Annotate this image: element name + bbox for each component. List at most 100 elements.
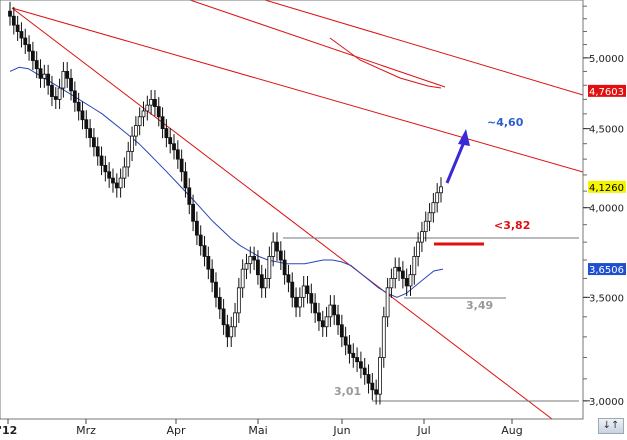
candle-body: [198, 234, 203, 247]
candle-body: [351, 352, 356, 358]
candle-body: [416, 241, 421, 257]
target-arrow-head: [458, 129, 470, 146]
candle-body: [286, 274, 291, 283]
axis-frame: [0, 0, 584, 420]
candle-body: [84, 119, 89, 130]
x-tick-label: Aug: [501, 424, 522, 436]
candle-body: [160, 116, 165, 130]
candle-body: [126, 150, 131, 168]
candle-body: [11, 15, 16, 26]
candle-body: [328, 304, 333, 318]
candle-body: [72, 90, 77, 103]
candle-body: [118, 177, 123, 189]
candle-body: [8, 10, 12, 17]
candle-body: [133, 125, 138, 137]
candle-body: [61, 71, 66, 89]
candle-body: [214, 281, 218, 298]
target-label: ~4,60: [487, 116, 524, 129]
candle-body: [76, 101, 81, 112]
candle-body: [30, 50, 35, 61]
candle-body: [408, 274, 413, 287]
trendline: [264, 0, 583, 96]
candle-body: [15, 24, 20, 32]
chart-scroll-button[interactable]: ↓↑: [598, 418, 624, 434]
candle-body: [80, 110, 85, 121]
price-tag: [588, 263, 626, 276]
candle-body: [404, 278, 409, 287]
candle-body: [393, 266, 398, 279]
candle-body: [92, 137, 96, 148]
candle-body: [229, 326, 234, 338]
candle-body: [27, 44, 31, 52]
candle-body: [256, 259, 260, 276]
candle-body: [389, 278, 394, 289]
candle-body: [175, 149, 180, 160]
candle-body: [332, 304, 337, 316]
candle-body: [244, 263, 249, 270]
candle-body: [194, 220, 199, 236]
y-tick-label: 5,0000: [589, 54, 624, 65]
candle-body: [95, 146, 100, 157]
candle-body: [65, 71, 70, 79]
candle-body: [130, 135, 134, 152]
candle-body: [107, 171, 112, 179]
candle-body: [202, 245, 207, 257]
candle-body: [294, 296, 298, 308]
candle-body: [187, 187, 192, 205]
x-tick-label: Jul: [416, 424, 430, 436]
candle-body: [172, 143, 176, 151]
candle-body: [378, 357, 382, 395]
candle-body: [317, 312, 321, 322]
candle-body: [282, 259, 287, 276]
price-tag: [588, 84, 626, 97]
candle-body: [397, 266, 401, 272]
candle-body: [236, 287, 241, 314]
levels-layer: [283, 237, 579, 402]
candle-body: [359, 361, 363, 369]
y-tick-label: 4,0000: [589, 204, 624, 215]
candle-body: [69, 77, 73, 92]
candle-body: [23, 37, 28, 45]
y-tick-label: 3,5000: [589, 293, 624, 304]
candle-body: [431, 202, 436, 214]
candle-body: [114, 182, 119, 189]
level-349-label: 3,49: [466, 299, 493, 312]
moving-average-line: [9, 66, 444, 298]
trendline: [11, 7, 553, 419]
candle-body: [385, 287, 390, 318]
candle-body: [53, 96, 58, 100]
trendline: [11, 7, 583, 173]
candle-body: [305, 285, 310, 294]
candle-body: [145, 104, 150, 112]
candle-body: [164, 128, 169, 139]
candle-body: [290, 281, 295, 298]
candle-body: [57, 87, 62, 100]
candle-body: [38, 68, 43, 79]
price-tag-label: 3,6506: [589, 265, 624, 276]
candle-body: [439, 186, 443, 194]
candle-body: [42, 73, 47, 79]
candle-body: [278, 250, 283, 261]
candles-layer: [8, 1, 443, 405]
candle-body: [339, 324, 344, 338]
candle-body: [412, 256, 417, 276]
candle-body: [381, 316, 386, 358]
candle-body: [221, 308, 226, 326]
trendline: [189, 0, 446, 88]
candle-body: [374, 389, 379, 395]
candle-body: [141, 110, 146, 118]
candle-body: [267, 256, 272, 279]
price-tag-label: 4,7603: [589, 87, 624, 98]
candle-body: [400, 270, 405, 279]
low-301-label: 3,01: [334, 385, 361, 398]
price-tag-label: 4,1260: [589, 183, 624, 194]
candle-body: [88, 128, 92, 139]
candle-body: [111, 177, 115, 184]
candle-body: [183, 171, 188, 189]
candle-body: [427, 212, 432, 222]
candle-body: [225, 324, 230, 338]
candle-body: [309, 293, 314, 304]
candle-body: [435, 192, 440, 204]
